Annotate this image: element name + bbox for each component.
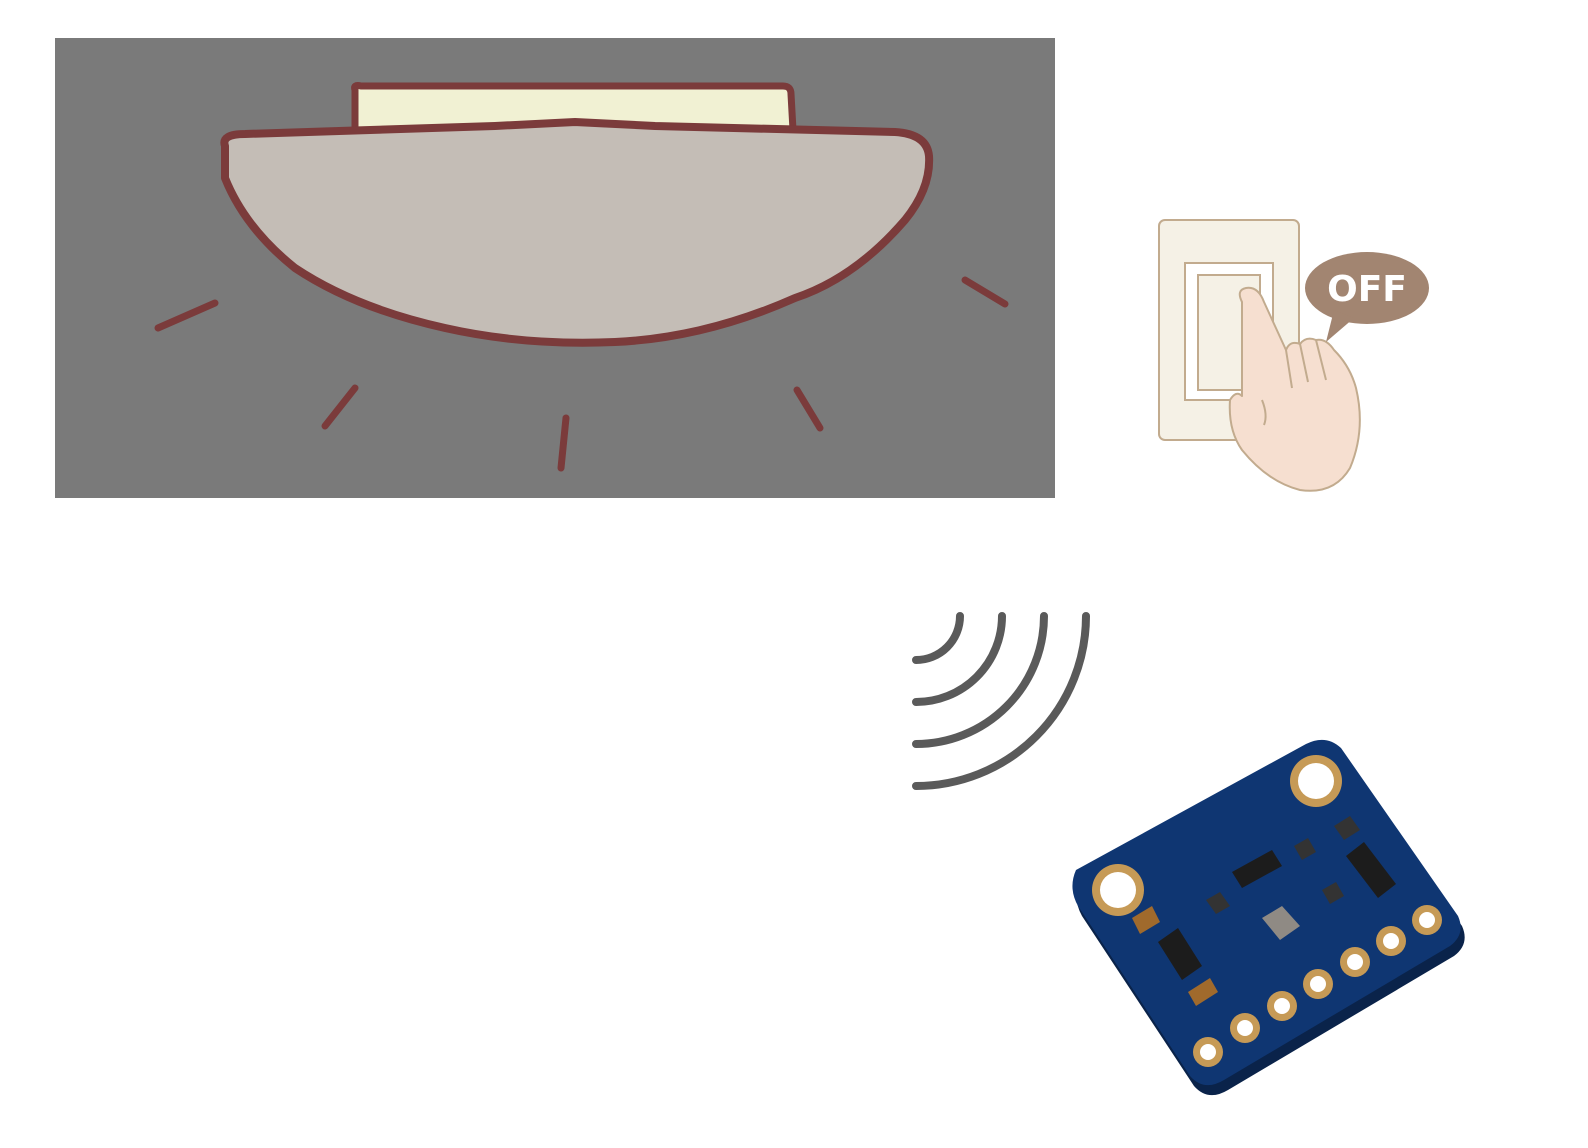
- wireless-signal-icon: [912, 612, 1090, 790]
- light-ray: [793, 386, 824, 432]
- lamp-shade: [220, 118, 934, 347]
- light-rays: [154, 276, 1009, 472]
- light-ray: [321, 384, 359, 430]
- light-ray: [961, 276, 1009, 308]
- pointing-hand-icon: [1228, 286, 1361, 492]
- signal-wave-1: [912, 612, 964, 664]
- sensor-board: [1060, 730, 1480, 1110]
- signal-wave-4: [912, 612, 1090, 790]
- off-speech-bubble: OFF: [1305, 252, 1429, 342]
- light-ray: [154, 299, 219, 332]
- lamp-base: [351, 82, 797, 134]
- light-switch-illustration: OFF: [1150, 210, 1450, 510]
- light-switch-icon: OFF: [1158, 219, 1429, 492]
- header-pins: [1193, 905, 1442, 1067]
- ceiling-lamp-panel: [55, 38, 1055, 498]
- sensor-board-icon: [1072, 739, 1465, 1096]
- light-ray: [557, 414, 570, 472]
- off-label: OFF: [1327, 269, 1407, 310]
- wireless-signal: [900, 600, 1110, 810]
- ceiling-lamp-icon: [55, 38, 1055, 498]
- signal-wave-2: [912, 612, 1006, 706]
- pcb-board: [1072, 739, 1461, 1086]
- signal-wave-3: [912, 612, 1048, 748]
- mounting-holes: [1092, 755, 1342, 916]
- board-components: [1132, 816, 1396, 1006]
